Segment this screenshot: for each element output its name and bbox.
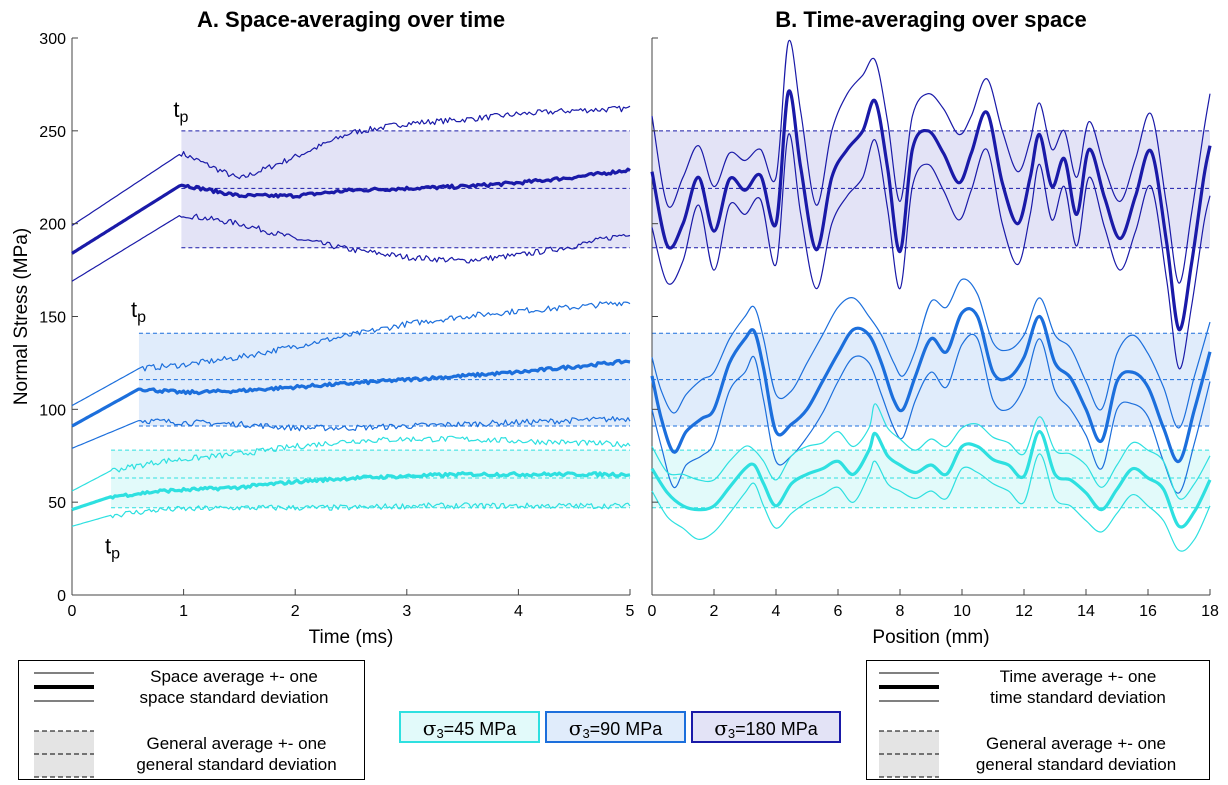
tp-annotation-series-0: tp: [173, 97, 188, 126]
legend-left-line2b: general standard deviation: [136, 755, 337, 774]
tp-subscript: p: [111, 546, 120, 563]
legend-left-line2a: General average +- one: [146, 734, 327, 753]
sigma-90-symbol: σ: [568, 716, 583, 740]
x-tick-label: 1: [179, 603, 188, 620]
x-tick-label: 4: [514, 603, 523, 620]
tp-letter: t: [173, 97, 179, 122]
tp-letter: t: [131, 297, 137, 322]
sigma-45-subscript: 3: [436, 726, 444, 741]
x-tick-label: 2: [291, 603, 300, 620]
x-axis-label: Time (ms): [309, 627, 394, 648]
mean-line-series-2: [71, 471, 631, 512]
general-band-series-2: [652, 450, 1210, 508]
x-tick-label: 3: [402, 603, 411, 620]
legend-right-line1a: Time average +- one: [999, 667, 1157, 686]
y-tick-label: 250: [39, 124, 66, 141]
sigma-180-subscript: 3: [727, 726, 736, 741]
legend-right-line-samples: [879, 672, 939, 778]
y-tick-label: 200: [39, 217, 66, 234]
panel-title: A. Space-averaging over time: [197, 7, 505, 32]
y-tick-label: 0: [57, 588, 66, 605]
legend-right-line2b: general standard deviation: [975, 755, 1177, 774]
general-band-series-2: [111, 450, 630, 508]
legend-left-line1a: Space average +- one: [150, 667, 318, 686]
sigma-legend-180: σ3=180 MPa: [691, 711, 841, 743]
x-tick-label: 6: [834, 603, 843, 620]
legend-right-line2a: General average +- one: [985, 734, 1167, 753]
lower-line-series-2: [651, 453, 1211, 552]
sigma-45-value: =45 MPa: [443, 719, 517, 739]
tp-subscript: p: [137, 309, 146, 326]
sigma-45-symbol: σ: [422, 716, 437, 740]
legend-left: Space average +- one space standard devi…: [18, 660, 365, 780]
lower-line-series-1: [651, 333, 1211, 494]
mean-line-series-1: [71, 358, 631, 428]
tp-annotation-series-1: tp: [131, 297, 146, 326]
legend-left-line1b: space standard deviation: [139, 688, 329, 707]
tp-letter: t: [105, 534, 111, 559]
upper-line-series-0: [651, 39, 1211, 284]
x-tick-label: 14: [1077, 603, 1095, 620]
x-tick-label: 0: [68, 603, 77, 620]
y-tick-label: 100: [39, 402, 66, 419]
lower-line-series-0: [651, 133, 1211, 370]
panel-title: B. Time-averaging over space: [775, 7, 1086, 32]
mean-line-series-2: [650, 429, 1212, 529]
sigma-90-subscript: 3: [582, 726, 590, 741]
x-tick-label: 5: [626, 603, 635, 620]
sigma-90-value: =90 MPa: [589, 719, 663, 739]
y-tick-label: 300: [39, 31, 66, 48]
upper-line-series-1: [71, 301, 631, 407]
legend-left-line-samples: [34, 672, 94, 778]
x-tick-label: 0: [648, 603, 657, 620]
upper-line-series-2: [651, 403, 1211, 500]
y-axis-label: Normal Stress (MPa): [11, 228, 32, 405]
upper-line-series-2: [71, 435, 631, 492]
sigma-legend-90: σ3=90 MPa: [545, 711, 686, 743]
sigma-180-value: =180 MPa: [735, 719, 818, 739]
y-tick-label: 50: [48, 495, 66, 512]
legend-right: Time average +- one time standard deviat…: [866, 660, 1210, 780]
upper-line-series-1: [651, 278, 1211, 429]
legend-right-line1b: time standard deviation: [990, 688, 1166, 707]
x-tick-label: 18: [1201, 603, 1219, 620]
x-tick-label: 12: [1015, 603, 1033, 620]
x-axis-label: Position (mm): [872, 627, 989, 648]
tp-subscript: p: [179, 109, 188, 126]
sigma-legend-45: σ3=45 MPa: [399, 711, 540, 743]
x-tick-label: 4: [772, 603, 781, 620]
lower-line-series-1: [71, 416, 631, 449]
x-tick-label: 8: [896, 603, 905, 620]
upper-line-series-0: [71, 105, 631, 226]
x-tick-label: 16: [1139, 603, 1157, 620]
sigma-180-symbol: σ: [714, 716, 728, 740]
panel-b-chart: B. Time-averaging over space 0 2 4 6 8 10 12 14 1…: [648, 7, 1219, 648]
mean-line-series-0: [650, 89, 1212, 332]
x-tick-label: 2: [710, 603, 719, 620]
mean-line-series-1: [650, 307, 1212, 463]
x-tick-label: 10: [953, 603, 971, 620]
mean-line-series-0: [71, 167, 631, 255]
y-tick-label: 150: [39, 310, 66, 327]
lower-line-series-0: [71, 213, 631, 282]
general-band-series-1: [652, 333, 1210, 427]
tp-annotation-series-2: tp: [105, 534, 120, 563]
lower-line-series-2: [71, 502, 631, 527]
